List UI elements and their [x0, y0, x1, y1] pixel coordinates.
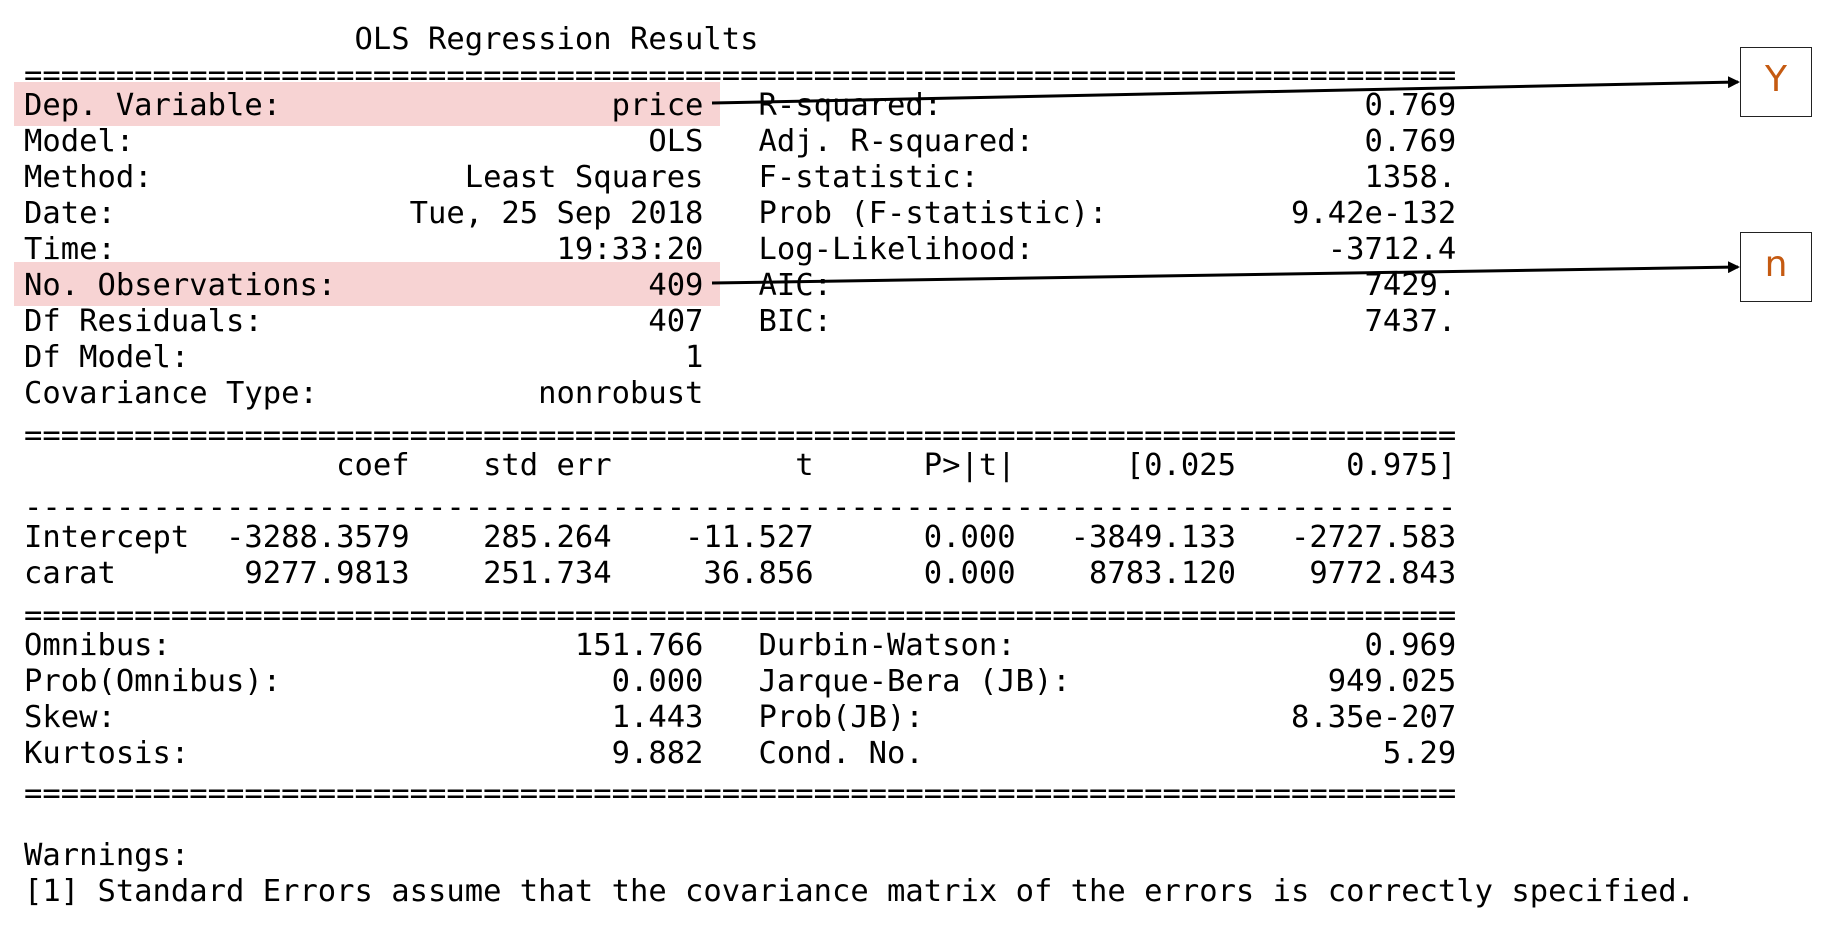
row-kurtosis: Kurtosis: 9.882 Cond. No. 5.29 [24, 736, 1457, 771]
report-title: OLS Regression Results [24, 22, 759, 57]
row-dep-variable: Dep. Variable: price R-squared: 0.769 [24, 88, 1457, 123]
warning-text: [1] Standard Errors assume that the cova… [24, 874, 1695, 909]
coef-row-carat: carat 9277.9813 251.734 36.856 0.000 878… [24, 556, 1457, 591]
separator-line: ========================================… [24, 598, 1457, 633]
row-model: Model: OLS Adj. R-squared: 0.769 [24, 124, 1457, 159]
warnings-heading: Warnings: [24, 838, 190, 873]
row-method: Method: Least Squares F-statistic: 1358. [24, 160, 1457, 195]
highlight-dep-variable [14, 82, 720, 126]
highlight-no-observations [14, 262, 720, 306]
row-date: Date: Tue, 25 Sep 2018 Prob (F-statistic… [24, 196, 1457, 231]
row-time: Time: 19:33:20 Log-Likelihood: -3712.4 [24, 232, 1457, 267]
row-covariance-type: Covariance Type: nonrobust [24, 376, 704, 411]
dashed-separator: ----------------------------------------… [24, 490, 1457, 525]
row-prob-omnibus: Prob(Omnibus): 0.000 Jarque-Bera (JB): 9… [24, 664, 1457, 699]
row-omnibus: Omnibus: 151.766 Durbin-Watson: 0.969 [24, 628, 1457, 663]
row-df-residuals: Df Residuals: 407 BIC: 7437. [24, 304, 1457, 339]
callout-y: Y [1740, 47, 1812, 117]
callout-n: n [1740, 232, 1812, 302]
coef-row-intercept: Intercept -3288.3579 285.264 -11.527 0.0… [24, 520, 1457, 555]
row-no-observations: No. Observations: 409 AIC: 7429. [24, 268, 1457, 303]
separator-line: ========================================… [24, 776, 1457, 811]
row-skew: Skew: 1.443 Prob(JB): 8.35e-207 [24, 700, 1457, 735]
coef-table-header: coef std err t P>|t| [0.025 0.975] [24, 448, 1457, 483]
row-df-model: Df Model: 1 [24, 340, 704, 375]
separator-line: ========================================… [24, 418, 1457, 453]
